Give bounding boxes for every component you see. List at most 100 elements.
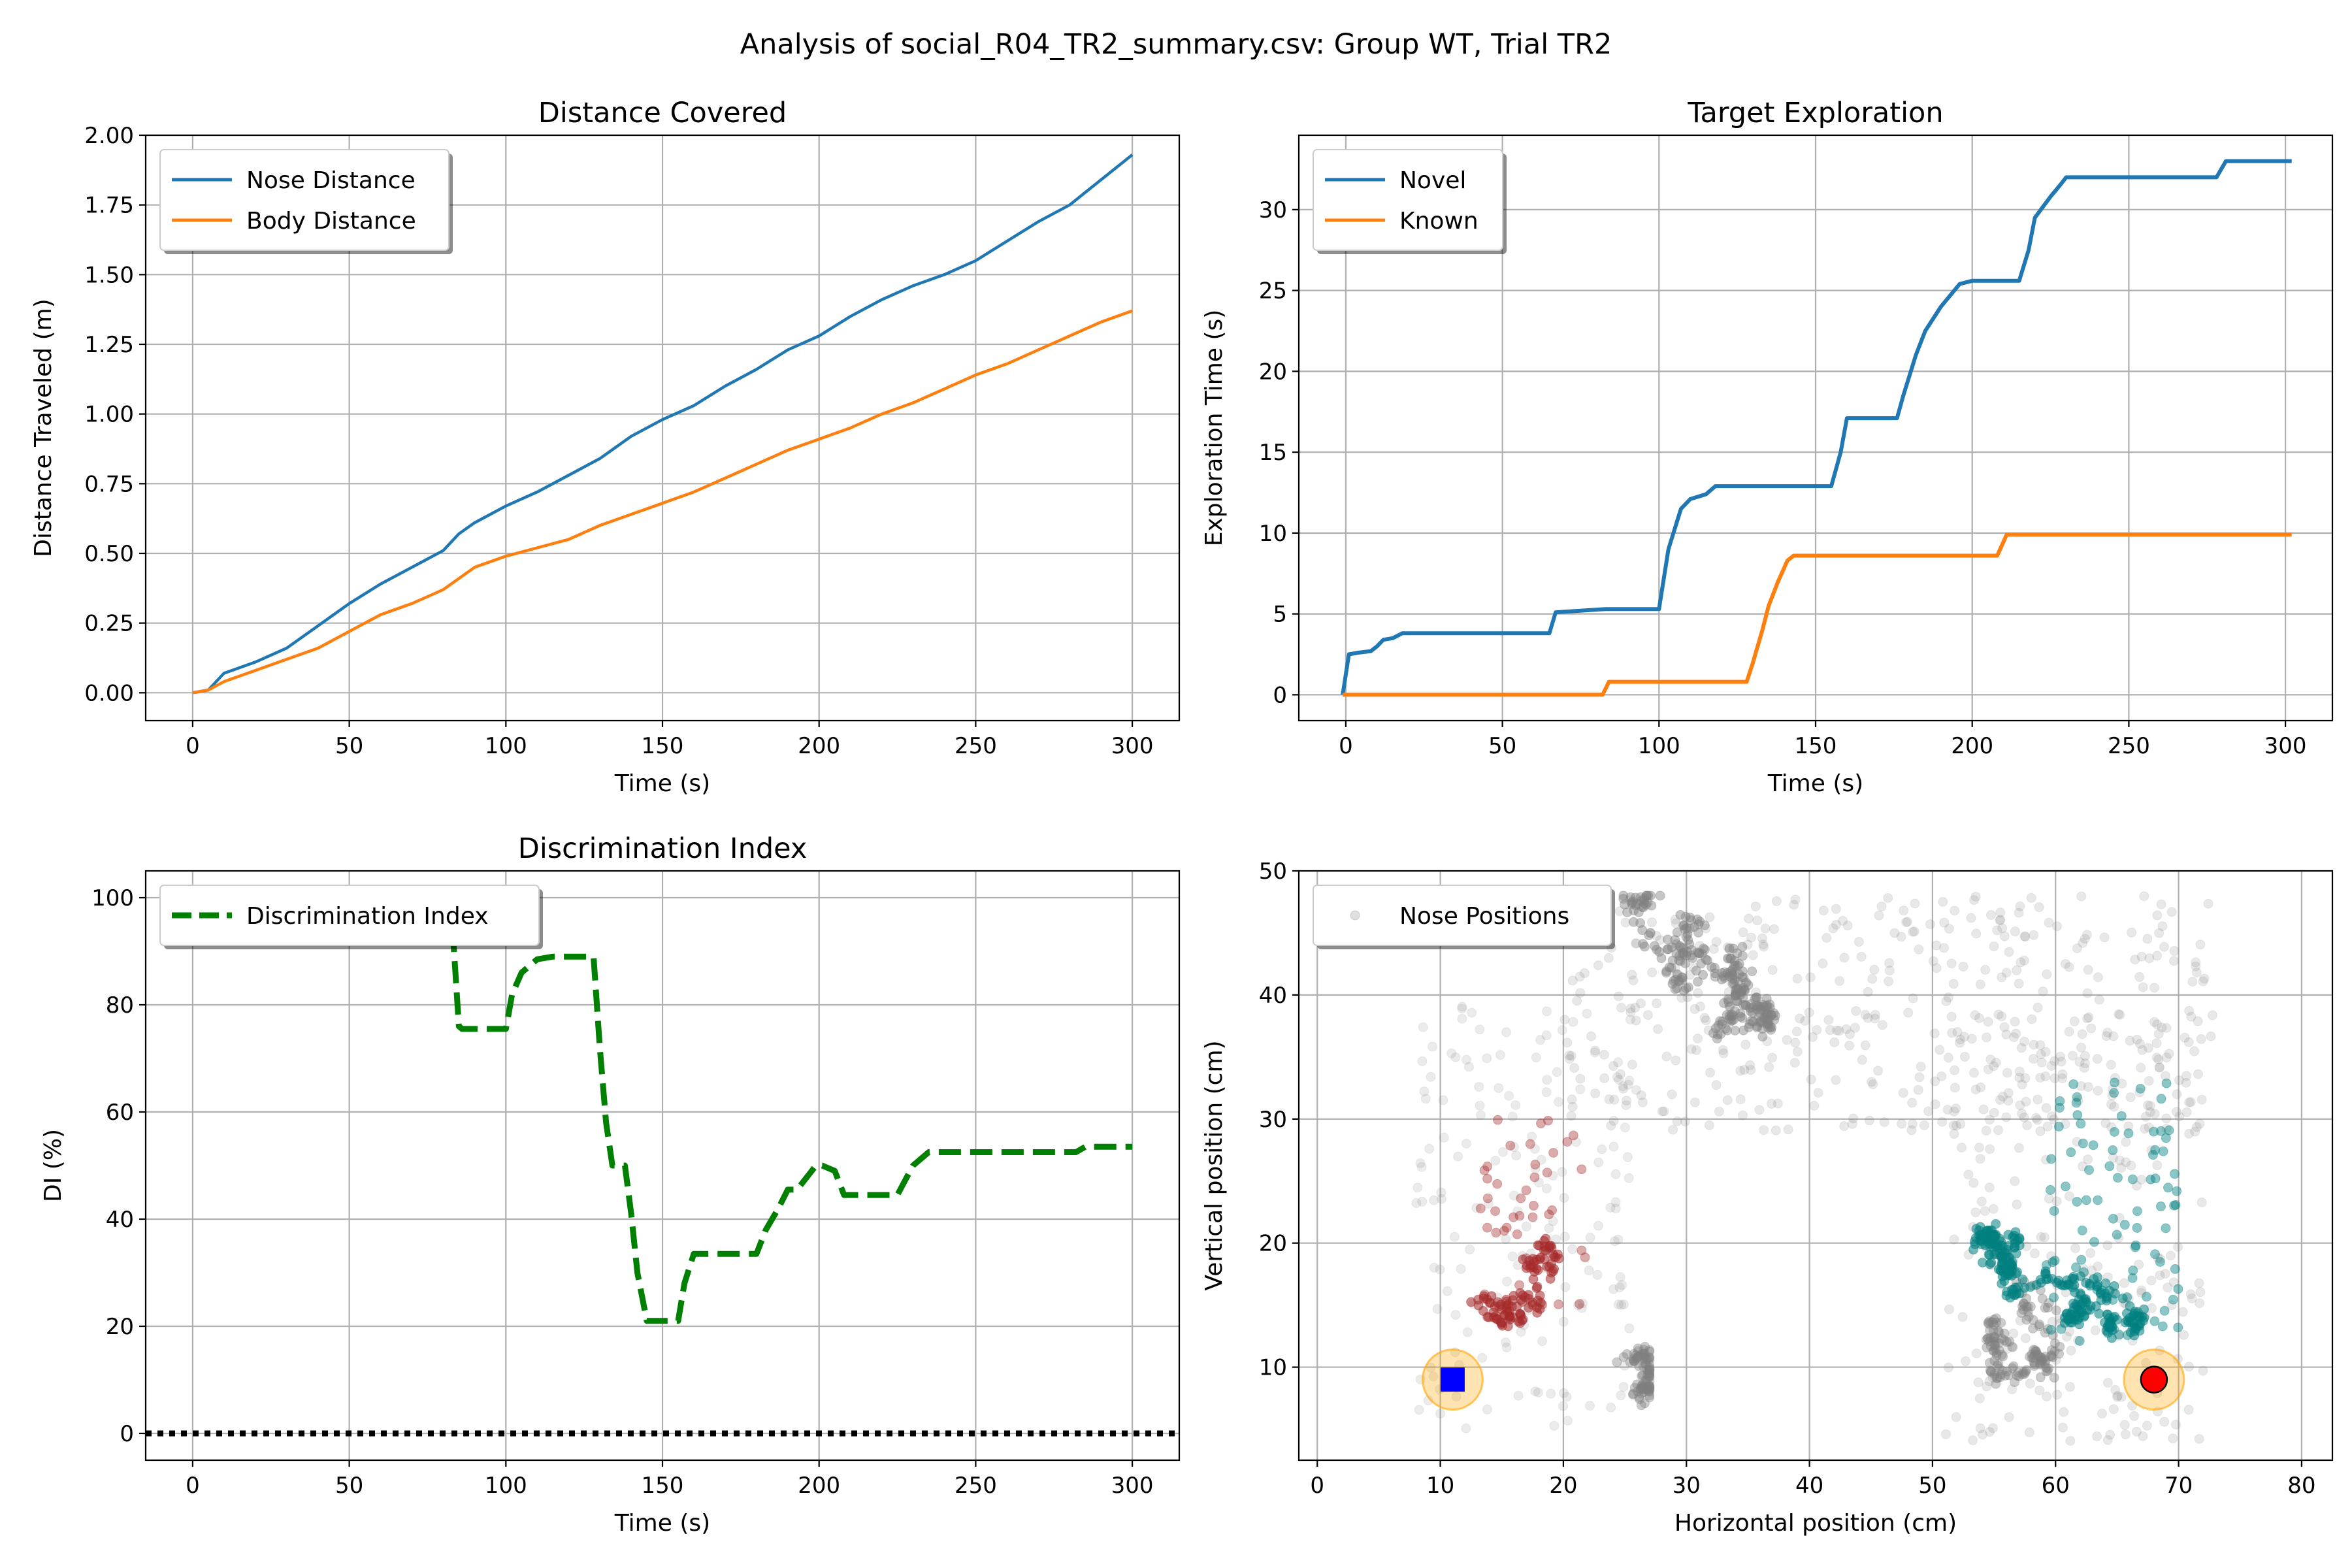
nose-position-point — [1730, 988, 1740, 998]
nose-position-point — [1743, 980, 1754, 990]
nose-position-point — [1682, 992, 1693, 1002]
nose-position-point — [1709, 962, 1720, 973]
nose-position-point — [1642, 1375, 1652, 1385]
nose-position-point — [1566, 1051, 1576, 1061]
nose-position-point — [1561, 1392, 1572, 1402]
nose-position-point — [1568, 1017, 1578, 1027]
nose-position-point — [1745, 1006, 1756, 1017]
nose-position-point — [2094, 994, 2104, 1005]
known-object-zone-point — [1554, 1299, 1564, 1310]
nose-position-point — [1482, 1404, 1492, 1414]
novel-object-zone-point — [2092, 1284, 2102, 1295]
nose-position-point — [2009, 1032, 2019, 1043]
known-object-zone-point — [1576, 1164, 1587, 1175]
nose-position-point — [2006, 1341, 2017, 1352]
nose-position-point — [1613, 991, 1624, 1002]
nose-position-point — [2108, 1031, 2119, 1041]
nose-position-point — [1980, 964, 1991, 975]
nose-position-point — [1631, 1085, 1642, 1095]
novel-object-zone-point — [2076, 1254, 2087, 1265]
nose-position-point — [2159, 1416, 2170, 1427]
nose-position-point — [1670, 915, 1680, 925]
nose-position-point — [1723, 953, 1733, 964]
nose-position-point — [1759, 941, 1769, 952]
nose-position-point — [1621, 1100, 1631, 1111]
nose-position-point — [2125, 1092, 2136, 1103]
y-tick-label: 1.00 — [84, 402, 134, 428]
nose-position-point — [2183, 1405, 2194, 1415]
nose-position-point — [1755, 1008, 1765, 1019]
nose-position-point — [2044, 1298, 2054, 1308]
nose-position-point — [2044, 1364, 2054, 1374]
nose-position-point — [2180, 1032, 2190, 1043]
nose-position-point — [1569, 1062, 1580, 1073]
known-object-zone-point — [1532, 1281, 1543, 1292]
nose-position-point — [2093, 972, 2103, 983]
nose-position-point — [1961, 1356, 1971, 1367]
novel-object-zone-point — [2108, 1145, 2118, 1156]
nose-position-point — [1940, 1429, 1951, 1439]
nose-position-point — [2059, 1407, 2069, 1417]
nose-position-point — [1980, 1206, 1990, 1217]
nose-position-point — [1593, 1157, 1604, 1168]
nose-position-point — [2106, 1060, 2116, 1070]
nose-position-point — [1968, 1435, 1978, 1446]
novel-object-zone-point — [2164, 1125, 2174, 1135]
nose-position-point — [1730, 1006, 1740, 1017]
nose-position-point — [2127, 927, 2137, 938]
nose-position-point — [1813, 1088, 1823, 1098]
nose-position-point — [2029, 1357, 2039, 1367]
nose-position-point — [2051, 1354, 2061, 1365]
nose-position-point — [1761, 1001, 1772, 1011]
nose-position-point — [1640, 1341, 1650, 1352]
known-object-zone-point — [1527, 1212, 1538, 1222]
nose-position-point — [1714, 1106, 1724, 1117]
nose-position-point — [1766, 1022, 1776, 1033]
nose-position-point — [1761, 1019, 1772, 1029]
novel-object-zone-point — [2055, 1096, 2065, 1106]
legend-entry: Novel — [1399, 167, 1466, 194]
nose-position-point — [2178, 1307, 2188, 1317]
nose-position-point — [1620, 899, 1630, 909]
nose-position-point — [2021, 1096, 2031, 1107]
nose-position-point — [2101, 1031, 2112, 1041]
nose-position-point — [2155, 1254, 2166, 1264]
nose-position-point — [2066, 1345, 2076, 1356]
nose-position-point — [1950, 906, 1960, 916]
novel-object-zone-point — [2109, 1324, 2119, 1334]
nose-position-point — [1985, 1144, 1995, 1154]
nose-position-point — [1981, 1126, 1991, 1136]
nose-position-point — [2040, 1303, 2050, 1313]
x-tick-label: 200 — [798, 733, 840, 759]
novel-object-zone-point — [2170, 1200, 2181, 1210]
nose-position-point — [1641, 1375, 1651, 1385]
nose-position-point — [2042, 1365, 2053, 1376]
nose-position-point — [1754, 1017, 1765, 1028]
nose-position-point — [1629, 1356, 1640, 1367]
nose-position-point — [2143, 1100, 2153, 1111]
nose-position-point — [1735, 1066, 1746, 1076]
x-tick-label: 100 — [485, 1473, 527, 1499]
nose-position-point — [1943, 1362, 1953, 1373]
nose-position-point — [1558, 1401, 1569, 1411]
nose-position-point — [1844, 1029, 1855, 1039]
nose-position-point — [1757, 1032, 1768, 1042]
nose-position-point — [2195, 939, 2206, 950]
novel-object-zone-point — [2049, 1292, 2059, 1303]
nose-position-point — [1991, 1379, 2001, 1389]
known-object-zone-point — [1482, 1193, 1493, 1203]
nose-position-point — [1738, 927, 1748, 938]
nose-position-point — [1955, 1119, 1966, 1129]
nose-position-point — [1671, 939, 1682, 949]
nose-position-point — [1982, 1334, 1992, 1345]
nose-position-point — [1746, 1016, 1756, 1026]
novel-object-zone-point — [2050, 1255, 2060, 1266]
nose-position-point — [1761, 1009, 1772, 1019]
nose-position-point — [2011, 1028, 2021, 1039]
nose-position-point — [1436, 1187, 1446, 1198]
nose-position-point — [1736, 987, 1746, 997]
novel-object-zone-point — [2172, 1186, 2182, 1196]
legend-entry: Known — [1399, 208, 1478, 235]
nose-position-point — [1661, 966, 1672, 976]
nose-position-point — [1991, 1350, 2002, 1360]
